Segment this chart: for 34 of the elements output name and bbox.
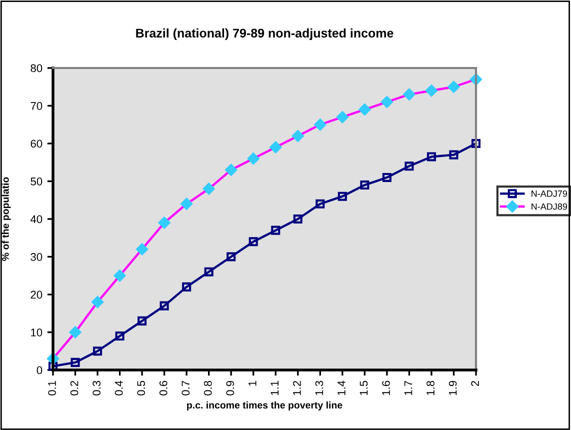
x-tick-label: 0.3: [92, 380, 101, 396]
x-tick-label: 1.5: [360, 380, 368, 396]
y-tick-label: 0: [36, 366, 42, 374]
x-axis-title: p.c. income times the poverty line: [187, 401, 342, 410]
x-tick-label: 0.9: [226, 380, 234, 396]
x-tick-label: 1.3: [315, 380, 324, 396]
x-tick-label: 0.2: [70, 380, 78, 396]
x-tick-label: 1.8: [426, 380, 434, 396]
y-tick-label: 80: [30, 64, 42, 72]
x-tick-label: 0.4: [114, 380, 123, 396]
y-tick-label: 30: [30, 253, 42, 261]
legend-label: N-ADJ79: [532, 190, 568, 197]
legend-label: N-ADJ89: [532, 203, 568, 210]
x-tick-label: 1.6: [382, 380, 390, 396]
x-tick-label: 1.4: [338, 380, 346, 396]
y-tick-label: 10: [31, 328, 42, 336]
x-tick-label: 0.7: [182, 380, 190, 396]
y-tick-label: 40: [30, 215, 42, 224]
chart-title: Brazil (national) 79-89 non-adjusted income: [136, 28, 394, 40]
x-tick-label: 0.6: [159, 380, 168, 396]
y-tick-label: 60: [30, 140, 42, 148]
y-tick-label: 50: [30, 178, 42, 186]
y-tick-label: 70: [30, 102, 42, 110]
x-tick-label: 1.7: [404, 380, 412, 396]
x-tick-label: 1.2: [293, 380, 301, 396]
x-tick-label: 1.1: [270, 380, 279, 396]
x-tick-label: 1.9: [448, 380, 457, 396]
y-axis-title: % of the populatio: [2, 177, 11, 261]
y-tick-label: 20: [30, 290, 42, 299]
x-tick-label: 0.1: [48, 380, 56, 396]
x-tick-label: 0.5: [137, 380, 146, 396]
x-tick-label: 2: [471, 380, 479, 386]
x-tick-label: 1: [248, 380, 256, 386]
x-tick-label: 0.8: [204, 380, 212, 396]
